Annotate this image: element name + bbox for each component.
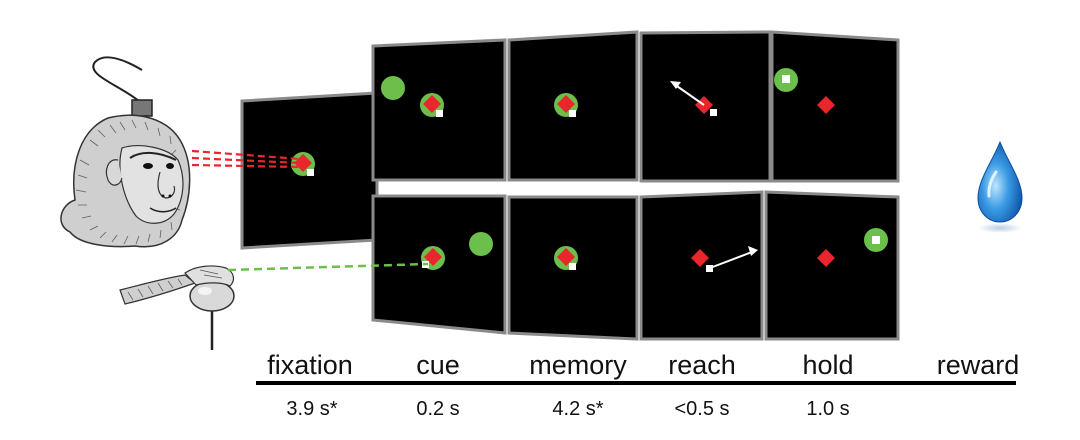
screen-cue-top — [371, 38, 507, 182]
phase-label-fixation: fixation — [267, 350, 353, 380]
phase-duration-reach: <0.5 s — [674, 398, 730, 420]
screen-memory-top — [507, 30, 639, 182]
phase-label-hold: hold — [802, 350, 854, 380]
hand-line — [227, 262, 429, 272]
phase-duration-cue: 0.2 s — [416, 398, 460, 420]
gaze-line — [191, 149, 301, 169]
water-drop-icon — [977, 140, 1023, 233]
screen-fixation — [240, 91, 379, 250]
phase-duration-hold: 1.0 s — [806, 398, 850, 420]
phase-label-reach: reach — [668, 350, 736, 380]
screen-memory-bottom — [507, 195, 639, 341]
monkey-hand-on-manipulandum — [119, 265, 235, 350]
screen-reach-bottom — [639, 190, 764, 341]
phase-label-cue: cue — [416, 350, 460, 380]
screen-hold-top — [770, 30, 900, 183]
screen-reach-top — [639, 30, 772, 183]
phase-label-reward: reward — [936, 350, 1020, 380]
monkey-head-illustration — [60, 56, 191, 248]
timeline-axis — [256, 381, 1016, 385]
screen-cue-bottom — [371, 194, 507, 335]
screen-hold-bottom — [764, 190, 900, 341]
phase-label-memory: memory — [529, 350, 627, 380]
phase-duration-memory: 4.2 s* — [552, 398, 604, 420]
phase-duration-fixation: 3.9 s* — [286, 398, 338, 420]
